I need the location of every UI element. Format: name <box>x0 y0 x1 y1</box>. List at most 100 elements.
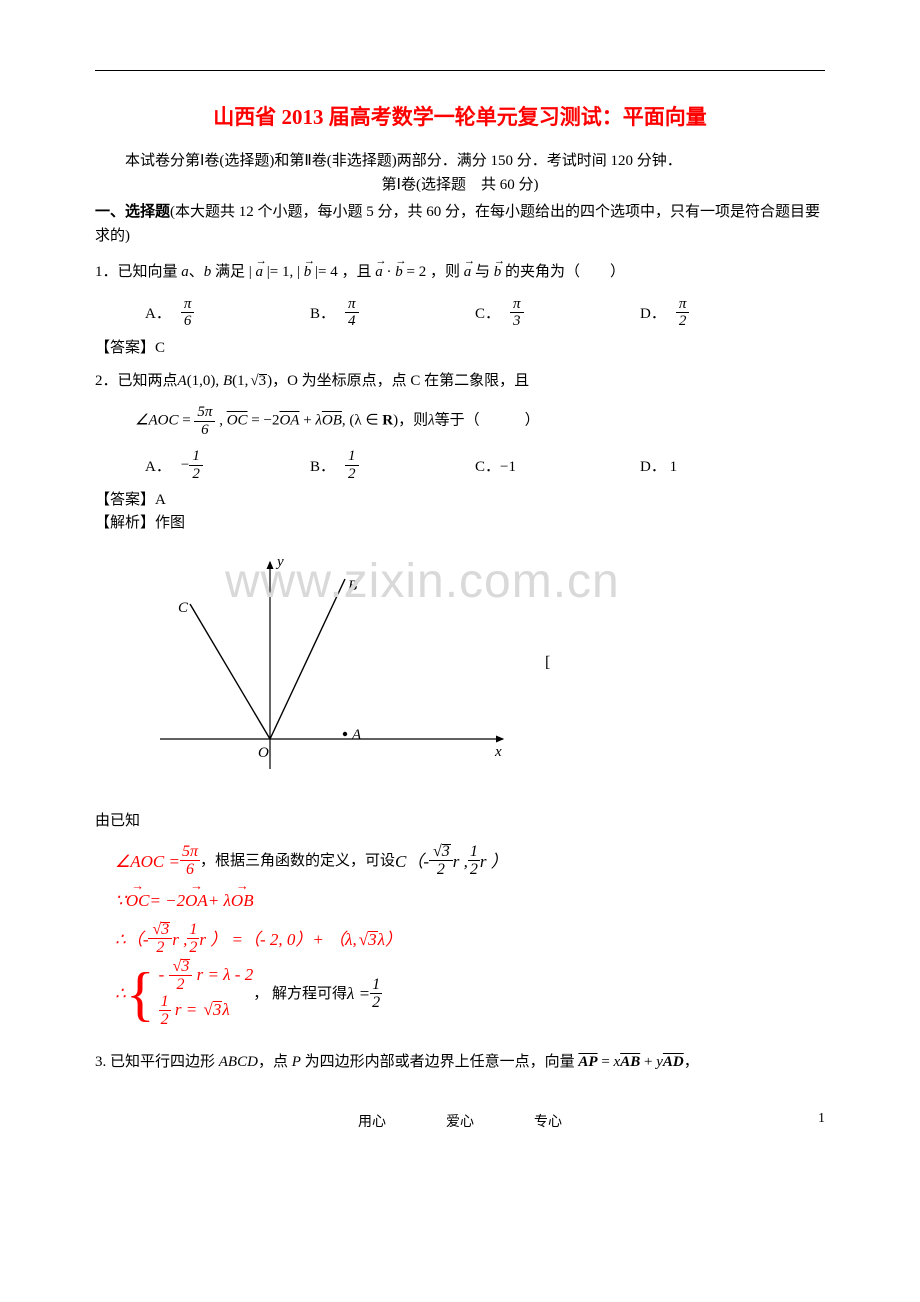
q3-stem: 3. 已知平行四边形 ABCD，点 P 为四边形内部或者边界上任意一点，向量 A… <box>95 1050 825 1076</box>
footer-a: 用心 <box>358 1115 386 1130</box>
q1-opt-a: A． π6 <box>145 296 310 330</box>
red-line-1: ∠AOC = 5π6 ，根据三角函数的定义，可设 C（- 32 r , 12 r… <box>115 842 825 881</box>
q1-a-frac: π6 <box>181 296 195 330</box>
q2-lr: , (λ ∈ R) <box>342 412 398 428</box>
q1-d-num: π <box>676 296 690 314</box>
q3-m1: ，点 <box>258 1054 292 1070</box>
ray-ob <box>270 579 345 739</box>
q1-b-den: 4 <box>345 313 359 330</box>
q1-stem: 1．已知向量 a、b 满足 | a |= 1, | b |= 4 ，且 a · … <box>95 260 825 286</box>
vec-b2: b <box>395 260 403 286</box>
q2-eq2: = −2 <box>251 412 279 428</box>
q3-y: y <box>656 1054 663 1070</box>
section-1-heading: 一、选择题(本大题共 12 个小题，每小题 5 分，共 60 分，在每小题给出的… <box>95 200 825 248</box>
red-line-4: ∴ { - 32 r = λ - 2 12 r = 3λ ， 解方程可得 λ =… <box>115 959 825 1028</box>
q1-c-label: C． <box>475 302 500 323</box>
q2-analysis-label: 【解析】作图 <box>95 511 825 532</box>
equation-system: - 32 r = λ - 2 12 r = 3λ <box>159 959 254 1028</box>
label-b: B <box>348 578 357 594</box>
q2-post-figure: 由已知 <box>95 809 825 830</box>
q2-ab-pts2: (1,0), <box>187 373 223 389</box>
q3-abcd: ABCD <box>219 1054 258 1070</box>
q1-d-frac: π2 <box>676 296 690 330</box>
q3-p: P <box>292 1054 301 1070</box>
frac-s3-2a: 32 <box>429 844 453 879</box>
coordinate-diagram: A B C O x y <box>145 544 515 789</box>
q2-ab-pts4: (1, <box>232 373 248 389</box>
q2-plus: + <box>303 412 315 428</box>
q2-red-derivation: ∠AOC = 5π6 ，根据三角函数的定义，可设 C（- 32 r , 12 r… <box>115 842 825 1028</box>
q2-eq-line: ∠AOC = 5π6 , OC = −2OA + λOB, (λ ∈ R)，则λ… <box>135 404 825 438</box>
q2-b-frac: 12 <box>345 448 359 482</box>
q2-b-num: 1 <box>345 448 359 466</box>
q1-m7: 的夹角为（ ） <box>501 264 625 280</box>
q2-b-label: B． <box>310 455 335 476</box>
q2-options: A． − 12 B． 12 C．−1 D． 1 <box>145 448 825 482</box>
q2-ab-pts: A <box>178 373 187 389</box>
q2-a-frac: 12 <box>189 448 203 482</box>
q2-eq1: = <box>182 412 194 428</box>
q1-answer: 【答案】C <box>95 336 825 357</box>
vec-ad: AD <box>663 1054 684 1070</box>
vec-a2: a <box>375 260 383 286</box>
q2-opt-d: D． 1 <box>640 448 805 482</box>
q2-sufpre: ，则 <box>398 412 428 428</box>
q2-ab-pts3: B <box>223 373 232 389</box>
q1-b-label: B． <box>310 302 335 323</box>
q2-stem-1: 2．已知两点A(1,0), B(1,3)，O 为坐标原点，点 C 在第二象限，且 <box>95 369 825 395</box>
vec-ob: OB <box>322 412 342 428</box>
q1-a-label: A． <box>145 302 171 323</box>
left-brace-icon: { <box>126 964 155 1024</box>
ray-oc <box>190 604 270 739</box>
q3-suf: ， <box>684 1054 699 1070</box>
red-line-2: ∵ OC = −2 OA + λ OB <box>115 881 825 920</box>
q1-a-den: 6 <box>181 313 195 330</box>
q1-m4: |= 4 ，且 <box>311 264 375 280</box>
q3-pre: 3. 已知平行四边形 <box>95 1054 219 1070</box>
q1-d-den: 2 <box>676 313 690 330</box>
vec-ab: AB <box>620 1054 640 1070</box>
q1-c-frac: π3 <box>510 296 524 330</box>
red-line1-cn: ，根据三角函数的定义，可设 <box>200 844 395 879</box>
page-footer: 用心爱心专心 1 <box>95 1111 825 1131</box>
q2-a-label: A． <box>145 455 171 476</box>
q1-opt-c: C． π3 <box>475 296 640 330</box>
frac-1-2a: 12 <box>468 844 480 879</box>
vec-b-arrow: b <box>304 260 312 286</box>
vec-a-arrow: a <box>256 260 264 286</box>
q2-answer: 【答案】A <box>95 488 825 509</box>
label-y: y <box>275 554 284 570</box>
label-a: A <box>351 727 362 743</box>
q2-5pi6: 5π6 <box>194 404 215 438</box>
subtitle-2: 第Ⅰ卷(选择题 共 60 分) <box>95 173 825 194</box>
q1-opt-d: D． π2 <box>640 296 805 330</box>
q1-b-frac: π4 <box>345 296 359 330</box>
q3-plus: + <box>640 1054 656 1070</box>
q2-sufpost: 等于（ ） <box>435 412 540 428</box>
sqrt3: 3 <box>248 369 267 395</box>
subtitle-1: 本试卷分第Ⅰ卷(选择题)和第Ⅱ卷(非选择题)两部分．满分 150 分．考试时间 … <box>95 149 825 170</box>
exam-page: 山西省 2013 届高考数学一轮单元复习测试：平面向量 本试卷分第Ⅰ卷(选择题)… <box>0 0 920 1171</box>
q2-mid: ，O 为坐标原点，点 C 在第二象限，且 <box>272 373 529 389</box>
q1-m2: 满足 | <box>211 264 255 280</box>
vec-oa: OA <box>279 412 299 428</box>
label-c: C <box>178 600 189 616</box>
vec-b3: b <box>494 260 502 286</box>
vec-a: a <box>181 264 189 280</box>
top-rule <box>95 70 825 71</box>
q2-pre: 2．已知两点 <box>95 373 178 389</box>
q1-opt-b: B． π4 <box>310 296 475 330</box>
section-1-rest: (本大题共 12 个小题，每小题 5 分，共 60 分，在每小题给出的四个选项中… <box>95 204 820 244</box>
q1-options: A． π6 B． π4 C． π3 D． π2 <box>145 296 825 330</box>
footer-b: 爱心 <box>446 1115 474 1130</box>
q2-opt-a: A． − 12 <box>145 448 310 482</box>
q1-c-den: 3 <box>510 313 524 330</box>
q2-opt-c: C．−1 <box>475 448 640 482</box>
q1-m5: = 2 ，则 <box>403 264 464 280</box>
vec-ap: AP <box>578 1054 597 1070</box>
q2-angle: ∠AOC <box>135 412 178 428</box>
q1-a-num: π <box>181 296 195 314</box>
vec-oc: OC <box>227 412 248 428</box>
q2-b-den: 2 <box>345 466 359 483</box>
q2-d-label: D． 1 <box>640 455 677 476</box>
